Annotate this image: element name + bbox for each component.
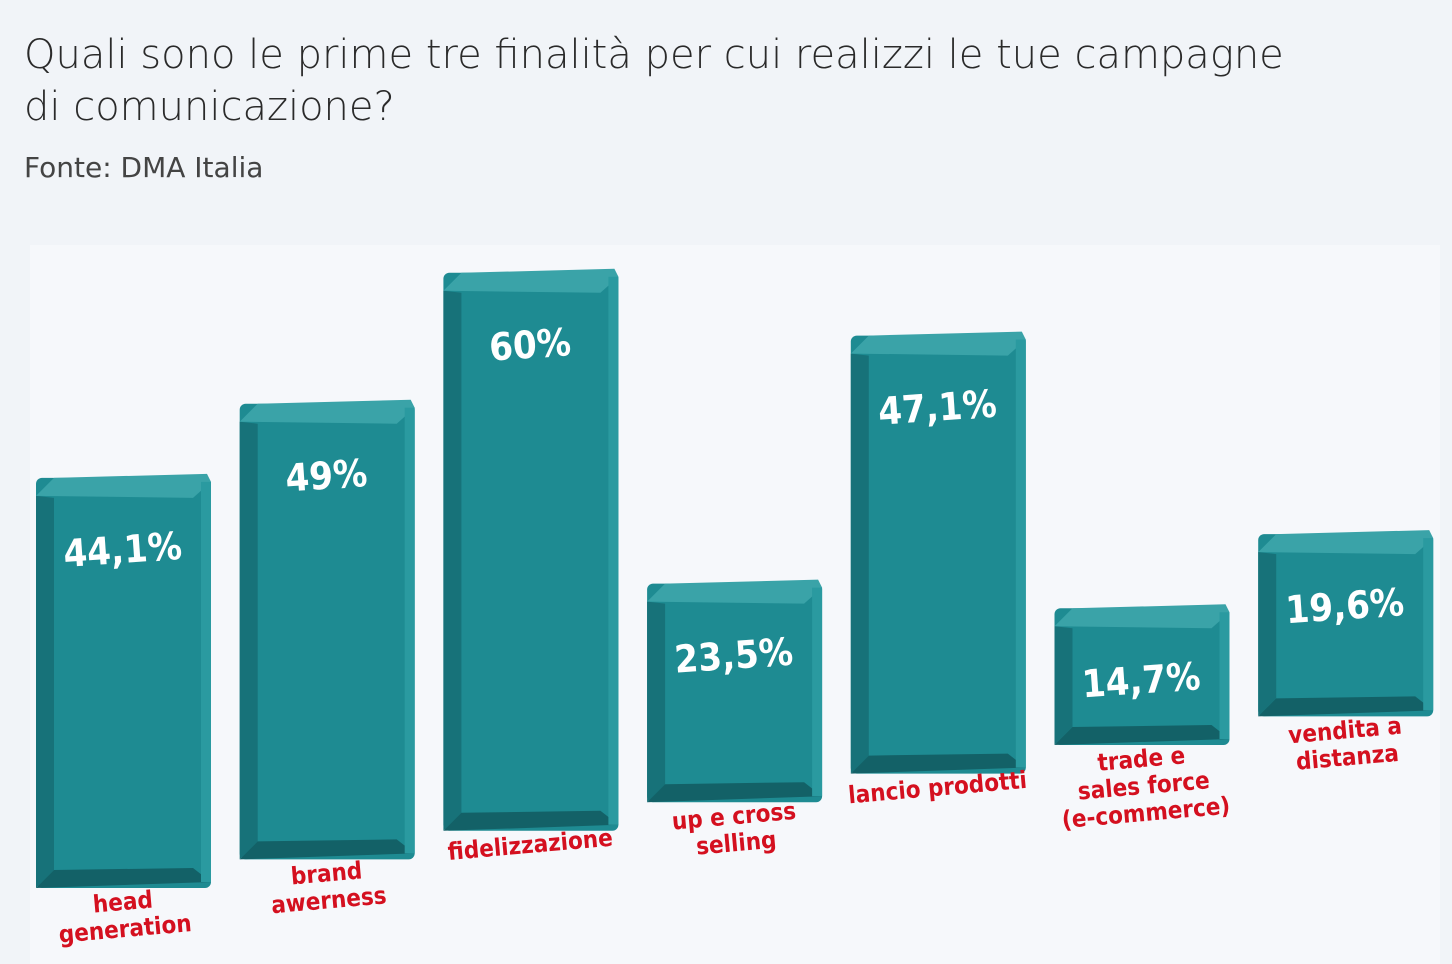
- bar-bevel-top: [239, 399, 415, 424]
- x-tick-label: vendita adistanza: [1287, 712, 1405, 777]
- bar: [239, 403, 415, 860]
- bar-bevel-left: [443, 290, 462, 831]
- bar-bevel-left: [850, 353, 869, 774]
- bar-bevel-left: [36, 495, 54, 888]
- bar-bevel-bottom: [647, 782, 823, 803]
- bar-bevel-top: [1258, 530, 1434, 555]
- bar-bevel-top: [647, 579, 823, 604]
- value-label: 23,5%: [673, 630, 794, 682]
- chart-subtitle: Fonte: DMA Italia: [24, 151, 263, 184]
- value-label: 14,7%: [1080, 654, 1201, 706]
- bar-bevel-bottom: [1258, 696, 1434, 717]
- bar-bevel-bottom: [36, 868, 211, 888]
- bar-bevel-left: [1054, 626, 1073, 745]
- bar-bevel-top: [1054, 604, 1230, 629]
- bar: [443, 272, 619, 831]
- bar-bevel-top: [850, 331, 1026, 356]
- bar-bevel-bottom: [239, 839, 415, 860]
- value-label: 60%: [488, 320, 573, 370]
- value-label: 49%: [284, 451, 369, 501]
- bar-bevel-top: [36, 473, 211, 498]
- bar-edge-right: [812, 587, 823, 797]
- bar-edge-right: [1219, 612, 1230, 739]
- bar-bevel-bottom: [850, 753, 1026, 774]
- bar-bevel-bottom: [443, 810, 619, 831]
- bar: [1054, 608, 1230, 745]
- bar: [647, 583, 823, 803]
- bar-edge-right: [1423, 538, 1434, 711]
- bar-bevel-bottom: [1054, 725, 1230, 745]
- value-label: 44,1%: [62, 524, 183, 576]
- x-tick-label: brandawerness: [268, 854, 388, 919]
- bar-bevel-left: [647, 601, 666, 803]
- bar: [850, 335, 1026, 774]
- bar-edge-right: [201, 481, 211, 882]
- bar-edge-right: [608, 276, 619, 825]
- bar: [36, 477, 211, 888]
- value-label: 19,6%: [1284, 580, 1405, 632]
- bar-bevel-left: [239, 421, 258, 860]
- chart-title: Quali sono le prime tre finalità per cui…: [24, 32, 1284, 130]
- bar-edge-right: [404, 407, 415, 854]
- bar: [1258, 534, 1434, 717]
- value-label: 47,1%: [877, 382, 998, 434]
- bar-bevel-top: [443, 268, 619, 293]
- bar-edge-right: [1015, 339, 1026, 768]
- bar-bevel-left: [1258, 552, 1277, 717]
